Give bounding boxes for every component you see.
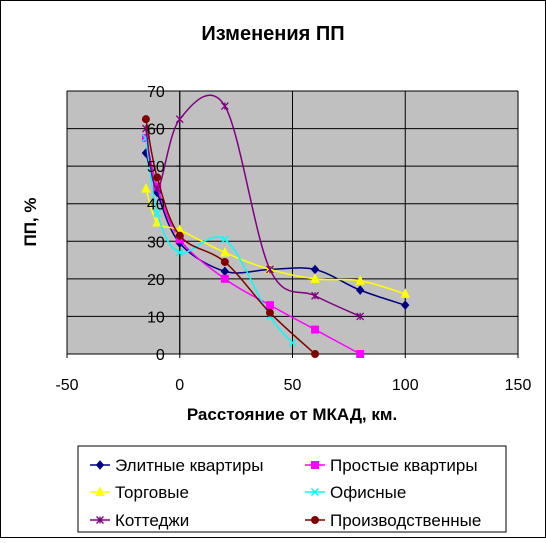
legend-entry: Производственные xyxy=(305,511,481,530)
series-5 xyxy=(141,94,365,321)
legend-marker xyxy=(95,460,105,470)
legend-label: Производственные xyxy=(330,511,481,530)
legend-box xyxy=(77,445,507,533)
legend-marker xyxy=(95,486,105,496)
legend-entry: Элитные квартиры xyxy=(90,456,263,475)
x-tick-label: 0 xyxy=(175,377,184,394)
series-line xyxy=(145,119,316,355)
data-point xyxy=(400,288,411,298)
y-tick-label: 10 xyxy=(147,309,165,326)
y-tick-label: 20 xyxy=(147,272,165,289)
legend-marker xyxy=(310,487,320,497)
x-tick-labels: -50 0 50 100 150 xyxy=(55,377,531,394)
data-point xyxy=(220,246,230,257)
legend-label: Офисные xyxy=(330,483,406,502)
legend-label: Элитные квартиры xyxy=(115,456,263,475)
y-tick-label: 30 xyxy=(147,234,165,251)
data-point xyxy=(175,248,184,257)
y-tick-label: 50 xyxy=(147,159,165,176)
y-axis-title: ПП, % xyxy=(21,198,40,247)
series-layer xyxy=(141,94,411,358)
data-point xyxy=(355,285,365,295)
data-point xyxy=(356,312,365,321)
legend-marker xyxy=(96,516,104,524)
legend-entry: Простые квартиры xyxy=(305,456,478,475)
x-tick-label: 150 xyxy=(505,377,532,394)
data-point xyxy=(153,173,162,182)
data-point xyxy=(141,183,151,193)
data-point xyxy=(311,325,320,334)
legend-label: Коттеджи xyxy=(115,511,189,530)
data-point xyxy=(220,102,229,110)
legend-label: Простые квартиры xyxy=(330,456,478,475)
data-point xyxy=(153,209,162,218)
x-tick-label: -50 xyxy=(55,377,78,394)
data-point xyxy=(355,275,365,285)
data-point xyxy=(175,231,184,240)
y-tick-label: 70 xyxy=(147,84,165,101)
y-tick-label: 60 xyxy=(147,122,165,139)
legend-entry: Торговые xyxy=(90,483,189,502)
data-point xyxy=(310,273,320,283)
chart-title: Изменения ПП xyxy=(201,23,344,45)
axes xyxy=(66,90,519,358)
legend-entry: Офисные xyxy=(305,483,406,502)
data-point xyxy=(141,115,150,124)
y-tick-label: 40 xyxy=(147,197,165,214)
data-point xyxy=(401,300,410,310)
data-point xyxy=(220,257,229,266)
data-point xyxy=(311,350,320,358)
data-point xyxy=(265,265,274,274)
data-point xyxy=(311,291,320,300)
y-tick-label: 0 xyxy=(156,347,165,364)
x-tick-label: 50 xyxy=(284,377,302,394)
data-point xyxy=(175,115,184,124)
legend-label: Торговые xyxy=(115,483,189,502)
data-point xyxy=(220,235,229,244)
legend: Элитные квартиры Простые квартиры Торговые… xyxy=(90,456,481,530)
x-axis-title: Расстояние от МКАД, км. xyxy=(187,405,397,424)
data-point xyxy=(220,274,229,283)
data-point xyxy=(356,350,365,358)
data-point xyxy=(265,308,274,317)
legend-marker xyxy=(311,516,319,524)
series-6 xyxy=(141,115,320,358)
legend-marker xyxy=(311,461,319,469)
data-point xyxy=(288,338,297,347)
legend-entry: Коттеджи xyxy=(90,511,189,530)
data-point xyxy=(265,301,274,310)
x-tick-label: 100 xyxy=(392,377,419,394)
y-tick-labels: 0 10 20 30 40 50 60 70 xyxy=(147,84,165,364)
